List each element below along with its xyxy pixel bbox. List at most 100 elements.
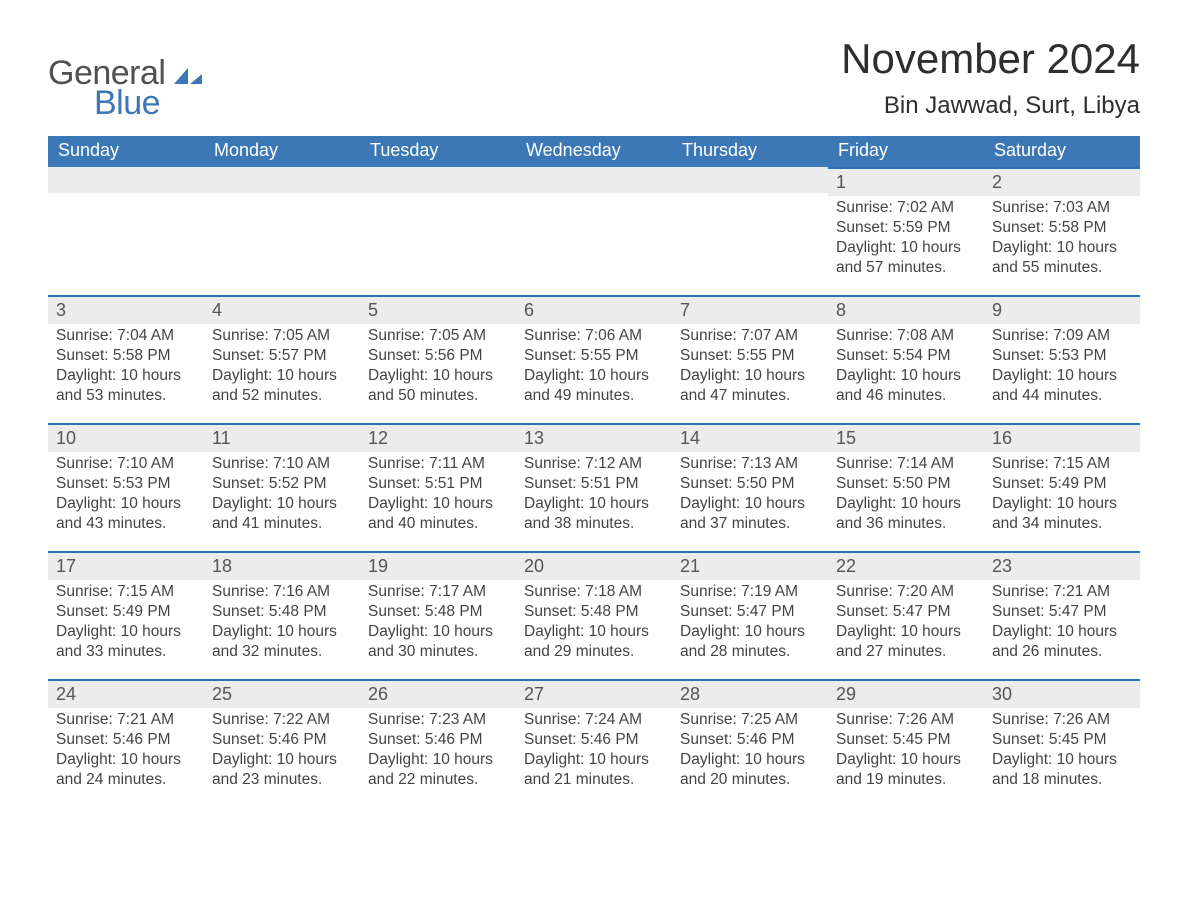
sunrise-line: Sunrise: 7:10 AM <box>212 454 352 474</box>
sunset-line: Sunset: 5:46 PM <box>368 730 508 750</box>
week-row: 24Sunrise: 7:21 AMSunset: 5:46 PMDayligh… <box>48 679 1140 807</box>
day-body: Sunrise: 7:26 AMSunset: 5:45 PMDaylight:… <box>984 708 1140 795</box>
daylight-line: Daylight: 10 hours and 22 minutes. <box>368 750 508 790</box>
day-number: 12 <box>360 423 516 452</box>
sunrise-line: Sunrise: 7:08 AM <box>836 326 976 346</box>
day-cell: 16Sunrise: 7:15 AMSunset: 5:49 PMDayligh… <box>984 423 1140 551</box>
day-number: 30 <box>984 679 1140 708</box>
sunrise-line: Sunrise: 7:03 AM <box>992 198 1132 218</box>
sunrise-line: Sunrise: 7:19 AM <box>680 582 820 602</box>
day-cell: 5Sunrise: 7:05 AMSunset: 5:56 PMDaylight… <box>360 295 516 423</box>
daylight-line: Daylight: 10 hours and 21 minutes. <box>524 750 664 790</box>
sunrise-line: Sunrise: 7:17 AM <box>368 582 508 602</box>
day-body: Sunrise: 7:02 AMSunset: 5:59 PMDaylight:… <box>828 196 984 283</box>
day-body: Sunrise: 7:10 AMSunset: 5:52 PMDaylight:… <box>204 452 360 539</box>
sunrise-line: Sunrise: 7:26 AM <box>992 710 1132 730</box>
sunrise-line: Sunrise: 7:02 AM <box>836 198 976 218</box>
day-cell: 23Sunrise: 7:21 AMSunset: 5:47 PMDayligh… <box>984 551 1140 679</box>
day-number: 28 <box>672 679 828 708</box>
calendar-page: General Blue November 2024 Bin Jawwad, S… <box>0 0 1188 837</box>
sunrise-line: Sunrise: 7:07 AM <box>680 326 820 346</box>
sunset-line: Sunset: 5:46 PM <box>524 730 664 750</box>
day-body: Sunrise: 7:09 AMSunset: 5:53 PMDaylight:… <box>984 324 1140 411</box>
daylight-line: Daylight: 10 hours and 33 minutes. <box>56 622 196 662</box>
day-cell: 3Sunrise: 7:04 AMSunset: 5:58 PMDaylight… <box>48 295 204 423</box>
day-number: 17 <box>48 551 204 580</box>
day-cell: 18Sunrise: 7:16 AMSunset: 5:48 PMDayligh… <box>204 551 360 679</box>
day-cell: 12Sunrise: 7:11 AMSunset: 5:51 PMDayligh… <box>360 423 516 551</box>
daylight-line: Daylight: 10 hours and 52 minutes. <box>212 366 352 406</box>
day-number: 16 <box>984 423 1140 452</box>
day-cell: 25Sunrise: 7:22 AMSunset: 5:46 PMDayligh… <box>204 679 360 807</box>
day-number: 23 <box>984 551 1140 580</box>
daylight-line: Daylight: 10 hours and 23 minutes. <box>212 750 352 790</box>
sunrise-line: Sunrise: 7:25 AM <box>680 710 820 730</box>
sunset-line: Sunset: 5:58 PM <box>992 218 1132 238</box>
daylight-line: Daylight: 10 hours and 47 minutes. <box>680 366 820 406</box>
daylight-line: Daylight: 10 hours and 38 minutes. <box>524 494 664 534</box>
day-body: Sunrise: 7:10 AMSunset: 5:53 PMDaylight:… <box>48 452 204 539</box>
daylight-line: Daylight: 10 hours and 57 minutes. <box>836 238 976 278</box>
day-body: Sunrise: 7:13 AMSunset: 5:50 PMDaylight:… <box>672 452 828 539</box>
day-cell: 22Sunrise: 7:20 AMSunset: 5:47 PMDayligh… <box>828 551 984 679</box>
sunset-line: Sunset: 5:54 PM <box>836 346 976 366</box>
sunset-line: Sunset: 5:46 PM <box>680 730 820 750</box>
sunset-line: Sunset: 5:47 PM <box>836 602 976 622</box>
calendar-body: 1Sunrise: 7:02 AMSunset: 5:59 PMDaylight… <box>48 167 1140 807</box>
sunrise-line: Sunrise: 7:05 AM <box>368 326 508 346</box>
day-cell: 13Sunrise: 7:12 AMSunset: 5:51 PMDayligh… <box>516 423 672 551</box>
day-cell: 2Sunrise: 7:03 AMSunset: 5:58 PMDaylight… <box>984 167 1140 295</box>
daylight-line: Daylight: 10 hours and 24 minutes. <box>56 750 196 790</box>
sunset-line: Sunset: 5:53 PM <box>56 474 196 494</box>
sunrise-line: Sunrise: 7:14 AM <box>836 454 976 474</box>
day-number: 15 <box>828 423 984 452</box>
daylight-line: Daylight: 10 hours and 27 minutes. <box>836 622 976 662</box>
daylight-line: Daylight: 10 hours and 36 minutes. <box>836 494 976 534</box>
sunrise-line: Sunrise: 7:21 AM <box>992 582 1132 602</box>
sunset-line: Sunset: 5:46 PM <box>56 730 196 750</box>
week-row: 17Sunrise: 7:15 AMSunset: 5:49 PMDayligh… <box>48 551 1140 679</box>
calendar-table: Sunday Monday Tuesday Wednesday Thursday… <box>48 136 1140 807</box>
day-number: 22 <box>828 551 984 580</box>
sunset-line: Sunset: 5:47 PM <box>680 602 820 622</box>
day-body: Sunrise: 7:05 AMSunset: 5:57 PMDaylight:… <box>204 324 360 411</box>
day-body: Sunrise: 7:04 AMSunset: 5:58 PMDaylight:… <box>48 324 204 411</box>
logo: General Blue <box>48 38 202 120</box>
daylight-line: Daylight: 10 hours and 46 minutes. <box>836 366 976 406</box>
day-number: 5 <box>360 295 516 324</box>
day-body: Sunrise: 7:17 AMSunset: 5:48 PMDaylight:… <box>360 580 516 667</box>
day-number: 24 <box>48 679 204 708</box>
day-body: Sunrise: 7:11 AMSunset: 5:51 PMDaylight:… <box>360 452 516 539</box>
day-number: 6 <box>516 295 672 324</box>
day-number: 27 <box>516 679 672 708</box>
day-body: Sunrise: 7:21 AMSunset: 5:46 PMDaylight:… <box>48 708 204 795</box>
week-row: 1Sunrise: 7:02 AMSunset: 5:59 PMDaylight… <box>48 167 1140 295</box>
day-body: Sunrise: 7:26 AMSunset: 5:45 PMDaylight:… <box>828 708 984 795</box>
daylight-line: Daylight: 10 hours and 29 minutes. <box>524 622 664 662</box>
sunrise-line: Sunrise: 7:13 AM <box>680 454 820 474</box>
day-body: Sunrise: 7:25 AMSunset: 5:46 PMDaylight:… <box>672 708 828 795</box>
day-body: Sunrise: 7:12 AMSunset: 5:51 PMDaylight:… <box>516 452 672 539</box>
sunrise-line: Sunrise: 7:06 AM <box>524 326 664 346</box>
daylight-line: Daylight: 10 hours and 18 minutes. <box>992 750 1132 790</box>
daylight-line: Daylight: 10 hours and 19 minutes. <box>836 750 976 790</box>
daylight-line: Daylight: 10 hours and 41 minutes. <box>212 494 352 534</box>
sunset-line: Sunset: 5:47 PM <box>992 602 1132 622</box>
day-cell: 20Sunrise: 7:18 AMSunset: 5:48 PMDayligh… <box>516 551 672 679</box>
day-body: Sunrise: 7:05 AMSunset: 5:56 PMDaylight:… <box>360 324 516 411</box>
weekday-header: Sunday <box>48 136 204 167</box>
day-number: 9 <box>984 295 1140 324</box>
day-body: Sunrise: 7:03 AMSunset: 5:58 PMDaylight:… <box>984 196 1140 283</box>
week-row: 10Sunrise: 7:10 AMSunset: 5:53 PMDayligh… <box>48 423 1140 551</box>
day-body: Sunrise: 7:06 AMSunset: 5:55 PMDaylight:… <box>516 324 672 411</box>
sunrise-line: Sunrise: 7:23 AM <box>368 710 508 730</box>
day-body: Sunrise: 7:23 AMSunset: 5:46 PMDaylight:… <box>360 708 516 795</box>
day-cell: 26Sunrise: 7:23 AMSunset: 5:46 PMDayligh… <box>360 679 516 807</box>
sunset-line: Sunset: 5:49 PM <box>56 602 196 622</box>
empty-cell <box>672 167 828 295</box>
daylight-line: Daylight: 10 hours and 28 minutes. <box>680 622 820 662</box>
day-number: 3 <box>48 295 204 324</box>
daylight-line: Daylight: 10 hours and 32 minutes. <box>212 622 352 662</box>
sunrise-line: Sunrise: 7:16 AM <box>212 582 352 602</box>
day-cell: 28Sunrise: 7:25 AMSunset: 5:46 PMDayligh… <box>672 679 828 807</box>
